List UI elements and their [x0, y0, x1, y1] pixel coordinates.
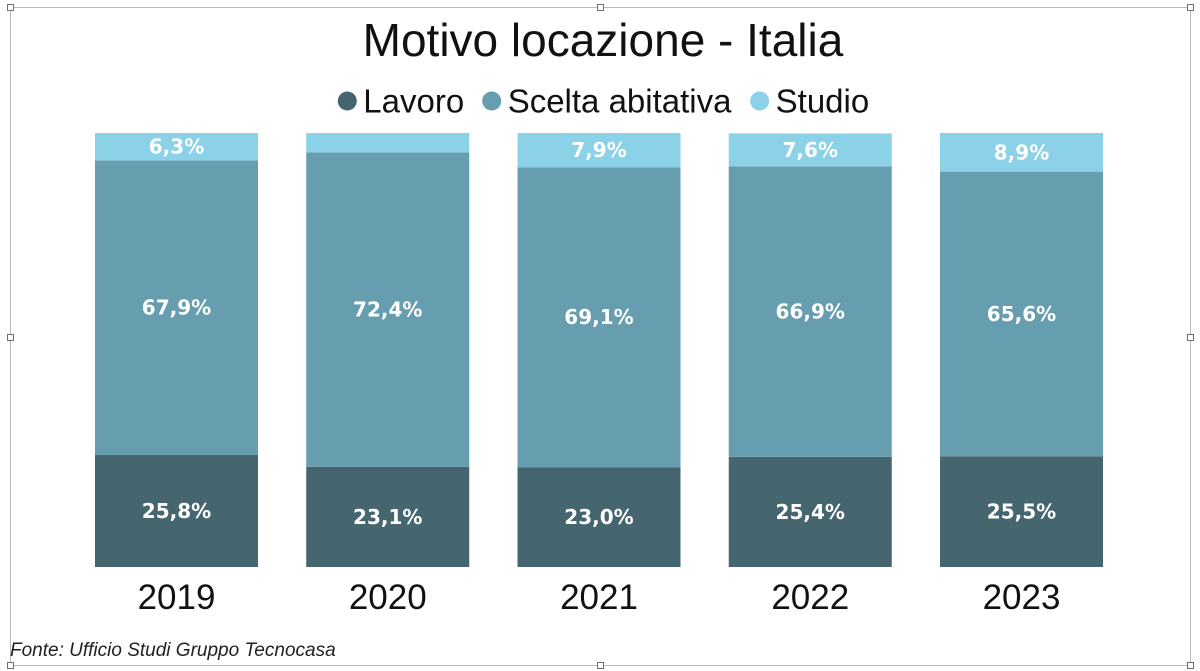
data-label: 25,4%: [776, 500, 845, 524]
bar-group-2022: 25,4% 66,9% 7,6%: [728, 133, 892, 567]
data-label: 25,8%: [142, 499, 211, 523]
legend: Lavoro Scelta abitativa Studio: [337, 83, 869, 120]
legend-label: Studio: [776, 83, 870, 120]
resize-handle-top[interactable]: [597, 4, 604, 11]
bar-group-2023: 25,5% 65,6% 8,9%: [940, 133, 1103, 567]
bar-lavoro-2022: [728, 456, 892, 567]
bar-studio-2019: [95, 133, 258, 161]
legend-item-lavoro: Lavoro: [337, 83, 464, 120]
bar-group-2021: 23,0% 69,1% 7,9%: [517, 133, 681, 567]
bar-scelta-abitativa-2020: [306, 152, 470, 467]
data-label: 67,9%: [142, 296, 211, 320]
resize-handle-top-right[interactable]: [1187, 4, 1194, 11]
x-tick-label: 2023: [983, 578, 1061, 617]
bar-group-2019: 25,8% 67,9% 6,3%: [95, 133, 258, 567]
source-note: Fonte: Ufficio Studi Gruppo Tecnocasa: [10, 640, 336, 661]
x-tick-label: 2020: [349, 578, 427, 617]
bar-scelta-abitativa-2019: [95, 160, 258, 456]
legend-item-studio: Studio: [750, 83, 869, 120]
bar-lavoro-2019: [95, 455, 258, 567]
resize-handle-top-left[interactable]: [7, 4, 14, 11]
bar-scelta-abitativa-2021: [517, 167, 681, 468]
legend-item-scelta-abitativa: Scelta abitativa: [482, 83, 732, 120]
bar-scelta-abitativa-2023: [940, 171, 1103, 457]
data-label: 65,6%: [987, 302, 1056, 326]
bar-scelta-abitativa-2022: [728, 166, 892, 457]
resize-handle-bottom-right[interactable]: [1187, 662, 1194, 669]
resize-handle-bottom-left[interactable]: [7, 662, 14, 669]
data-label: 7,6%: [783, 138, 838, 162]
resize-handle-bottom[interactable]: [597, 662, 604, 669]
bar-studio-2023: [940, 133, 1103, 172]
data-label: 72,4%: [353, 298, 422, 322]
data-label: 6,3%: [149, 135, 204, 159]
data-label: 23,1%: [353, 505, 422, 529]
data-label: 25,5%: [987, 500, 1056, 524]
data-label: 66,9%: [776, 300, 845, 324]
bar-group-2020: 23,1% 72,4%: [306, 133, 470, 567]
data-label: 7,9%: [571, 138, 626, 162]
bar-studio-2021: [517, 133, 681, 168]
x-tick-label: 2019: [138, 578, 216, 617]
bar-lavoro-2021: [517, 467, 681, 567]
legend-marker: [337, 91, 357, 111]
chart-frame[interactable]: [7, 4, 1194, 669]
bar-studio-2022: [728, 133, 892, 167]
data-label: 69,1%: [564, 305, 633, 329]
bar-lavoro-2023: [940, 456, 1103, 567]
data-label: 8,9%: [994, 140, 1049, 164]
legend-marker: [750, 91, 770, 111]
bars: 25,8% 67,9% 6,3% 23,1% 72,4% 23,0% 69,1% 7,9% 25…: [95, 133, 1103, 567]
x-tick-label: 2022: [771, 578, 849, 617]
legend-label: Scelta abitativa: [508, 83, 732, 120]
x-axis: 2019 2020 2021 2022 2023: [138, 578, 1061, 617]
x-tick-label: 2021: [560, 578, 638, 617]
legend-label: Lavoro: [363, 83, 464, 120]
resize-handle-right[interactable]: [1187, 334, 1194, 341]
bar-lavoro-2020: [306, 466, 470, 567]
resize-handle-left[interactable]: [7, 334, 14, 341]
data-label: 23,0%: [564, 505, 633, 529]
legend-marker: [482, 91, 502, 111]
bar-studio-2020: [306, 133, 470, 153]
chart-title: Motivo locazione - Italia: [363, 14, 844, 66]
